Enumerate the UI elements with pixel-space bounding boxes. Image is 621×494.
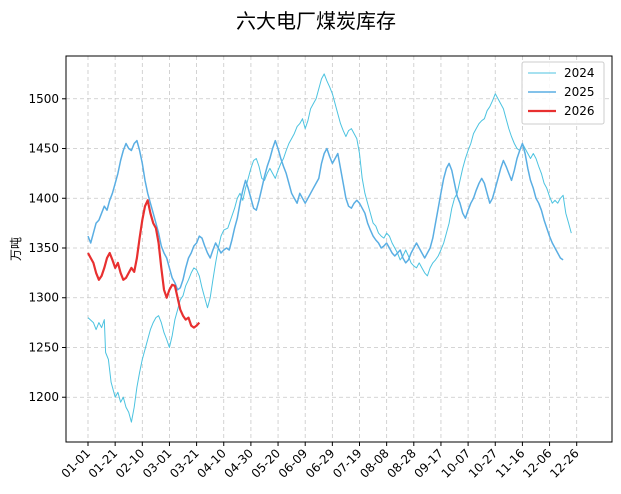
legend: 2024 2025 2026 (521, 61, 605, 125)
y-tick-label: 1250 (28, 340, 59, 354)
x-tick-label: 09-17 (412, 446, 447, 481)
y-tick-label: 1450 (28, 142, 59, 156)
chart-title: 六大电厂煤炭库存 (236, 9, 396, 33)
plot-frame (65, 55, 613, 443)
x-tick-label: 06-29 (303, 446, 338, 481)
y-tick-label: 1350 (28, 241, 59, 255)
x-tick-label: 07-19 (330, 446, 365, 481)
x-tick-label: 11-16 (493, 446, 528, 481)
grid-lines (66, 56, 612, 442)
x-tick-label: 08-28 (384, 446, 419, 481)
x-tick-label: 01-21 (86, 446, 121, 481)
x-tick-label: 12-06 (520, 446, 555, 481)
x-tick-label: 08-08 (357, 446, 392, 481)
series-line-2026 (87, 199, 201, 329)
x-tick-label: 12-26 (547, 446, 582, 481)
legend-box (521, 61, 605, 125)
x-tick-label: 10-27 (466, 446, 501, 481)
x-tick-label: 01-01 (59, 446, 94, 481)
x-tick-label: 03-01 (140, 446, 175, 481)
x-tick-label: 05-20 (249, 446, 284, 481)
series-line-2025 (87, 139, 564, 291)
x-tick-label: 02-10 (113, 446, 148, 481)
y-tick-label: 1500 (28, 92, 59, 106)
x-tick-label: 04-10 (194, 446, 229, 481)
y-tick-label: 1300 (28, 291, 59, 305)
x-tick-label: 03-21 (167, 446, 202, 481)
y-tick-label: 1200 (28, 390, 59, 404)
x-axis-ticks: 01-0101-2102-1003-0103-2104-1004-3005-20… (59, 442, 582, 481)
legend-label-2026: 2026 (564, 104, 595, 118)
x-tick-label: 10-07 (439, 446, 474, 481)
y-axis-ticks: 1200 1250 1300 1350 1400 1450 1500 (28, 92, 66, 404)
series-line-2024 (87, 73, 572, 423)
series-layer (87, 73, 572, 423)
x-tick-label: 04-30 (221, 446, 256, 481)
y-axis-label: 万吨 (9, 237, 23, 261)
y-tick-label: 1400 (28, 191, 59, 205)
x-tick-label: 06-09 (276, 446, 311, 481)
legend-label-2024: 2024 (564, 66, 595, 80)
legend-label-2025: 2025 (564, 85, 595, 99)
